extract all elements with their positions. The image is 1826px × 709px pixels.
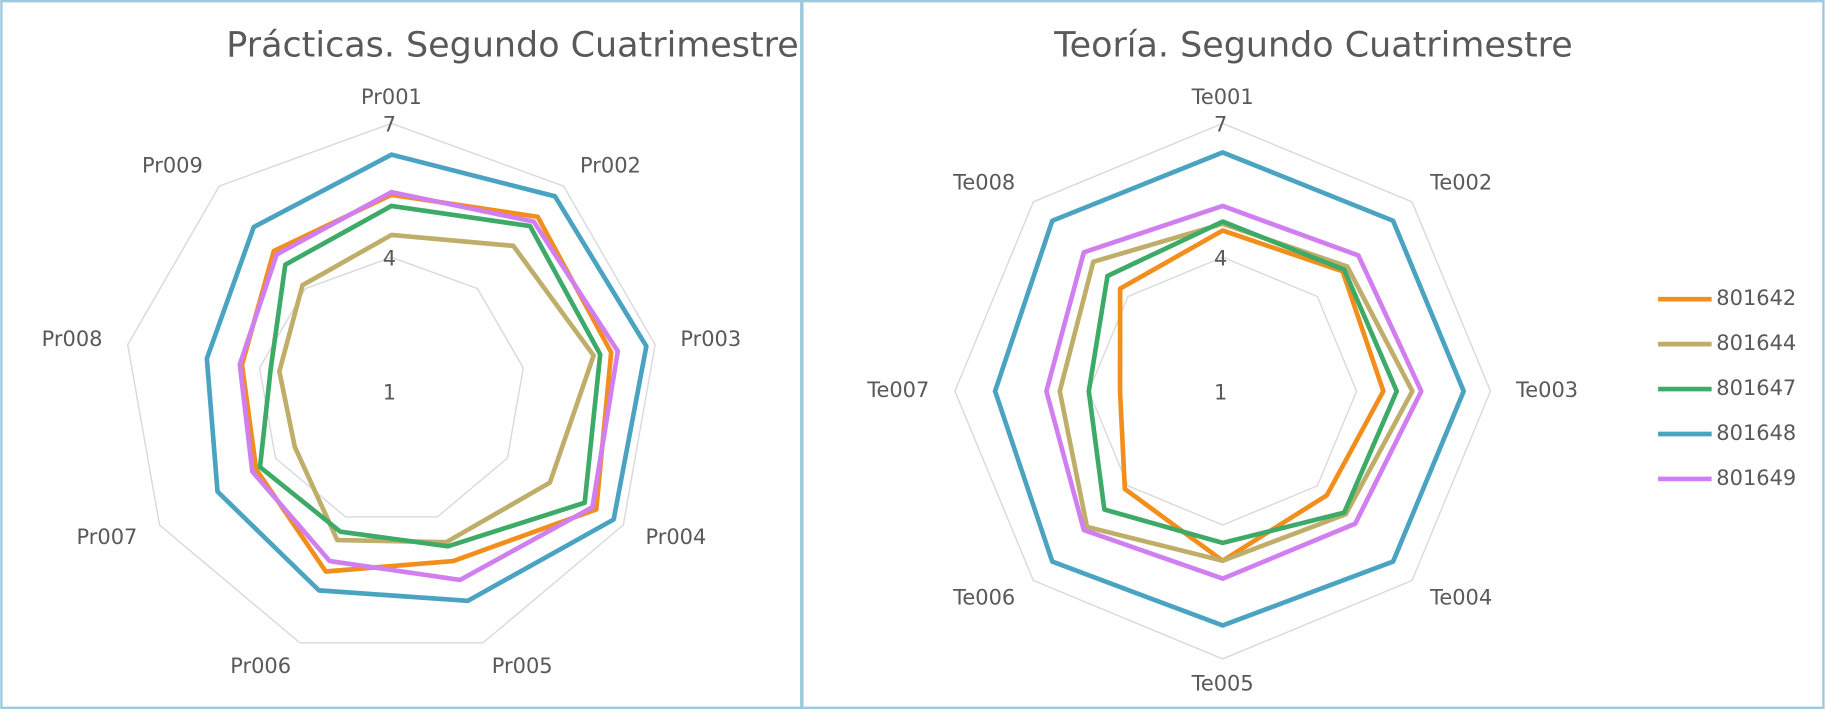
grid-line (1088, 256, 1358, 526)
category-label: Pr007 (77, 525, 138, 549)
series-line (257, 203, 603, 549)
r-tick-label: 1 (1214, 381, 1227, 405)
category-label: Te001 (1191, 85, 1254, 109)
category-label: Te008 (952, 171, 1015, 195)
legend-label: 801647 (1716, 376, 1796, 400)
category-label: Te005 (1191, 672, 1254, 696)
category-label: Pr001 (361, 85, 422, 109)
grid-line (954, 122, 1492, 660)
series-line (277, 232, 596, 545)
category-label: Pr005 (492, 654, 553, 678)
legend-label: 801642 (1716, 286, 1796, 310)
category-label: Pr006 (230, 654, 291, 678)
series-line (237, 189, 621, 583)
series-line (992, 150, 1466, 628)
r-tick-label: 7 (1214, 113, 1227, 137)
category-label: Pr003 (680, 327, 741, 351)
grid-line (127, 122, 656, 644)
panel-border (801, 0, 1825, 709)
category-label: Pr004 (646, 525, 707, 549)
category-label: Te003 (1515, 378, 1578, 402)
grid-line (258, 256, 525, 518)
chart-title: Teoría. Segundo Cuatrimestre (1053, 26, 1573, 66)
series-line (1086, 219, 1400, 546)
category-label: Te006 (952, 586, 1015, 610)
category-label: Te002 (1429, 171, 1492, 195)
r-tick-label: 4 (383, 247, 396, 271)
series-line (1044, 203, 1424, 581)
r-tick-label: 4 (1214, 247, 1227, 271)
category-label: Pr008 (42, 327, 103, 351)
legend-label: 801648 (1716, 421, 1796, 445)
series-line (1057, 221, 1415, 564)
r-tick-label: 1 (383, 381, 396, 405)
series-line (204, 152, 649, 604)
legend-label: 801649 (1716, 466, 1796, 490)
legend-label: 801644 (1716, 331, 1796, 355)
r-tick-label: 7 (383, 113, 396, 137)
chart-title: Prácticas. Segundo Cuatrimestre (226, 26, 798, 66)
category-label: Pr009 (142, 153, 203, 177)
category-label: Te007 (866, 378, 929, 402)
category-label: Pr002 (580, 153, 641, 177)
series-line (239, 192, 614, 574)
category-label: Te004 (1429, 586, 1492, 610)
